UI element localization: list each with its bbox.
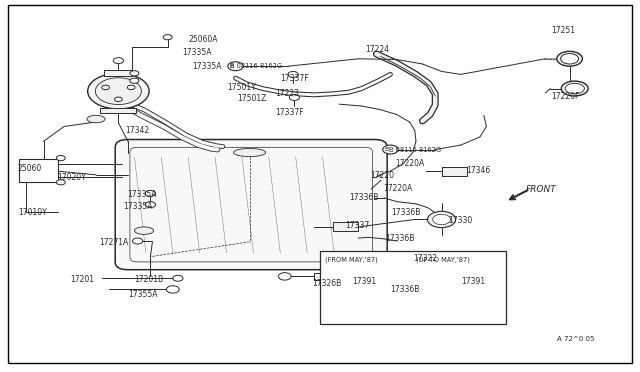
- Text: 17010Y: 17010Y: [18, 208, 47, 217]
- FancyBboxPatch shape: [115, 140, 387, 270]
- Circle shape: [115, 97, 122, 102]
- Bar: [320, 251, 506, 324]
- Text: (FROM MAY,'87): (FROM MAY,'87): [325, 256, 378, 263]
- Circle shape: [228, 62, 243, 71]
- Circle shape: [329, 278, 337, 282]
- Text: 17336B: 17336B: [385, 234, 415, 243]
- Text: 25060A: 25060A: [189, 35, 218, 44]
- Circle shape: [166, 286, 179, 293]
- Text: 17220F: 17220F: [552, 92, 580, 101]
- Text: 17201B: 17201B: [134, 275, 164, 284]
- Ellipse shape: [134, 227, 154, 234]
- Text: 17220A: 17220A: [383, 185, 412, 193]
- Text: B 08116-8162G: B 08116-8162G: [230, 63, 282, 69]
- Text: 17326B: 17326B: [312, 279, 342, 288]
- Bar: [442, 167, 467, 176]
- Circle shape: [145, 190, 156, 196]
- Circle shape: [173, 275, 183, 281]
- Text: A 72^0 05: A 72^0 05: [557, 336, 594, 342]
- Text: 17337F: 17337F: [280, 74, 309, 83]
- Circle shape: [330, 275, 346, 284]
- Text: 17223: 17223: [275, 89, 300, 98]
- Text: 17251: 17251: [552, 26, 576, 35]
- Text: 17335A: 17335A: [192, 62, 221, 71]
- Bar: [314, 273, 352, 280]
- Ellipse shape: [87, 115, 105, 123]
- Text: B 08116-8162G: B 08116-8162G: [389, 147, 441, 153]
- Text: 17337: 17337: [346, 221, 370, 230]
- Text: 25060: 25060: [18, 164, 42, 173]
- Ellipse shape: [561, 81, 588, 96]
- Text: 17342: 17342: [125, 126, 149, 135]
- Text: 17224: 17224: [365, 45, 388, 54]
- Text: 17220: 17220: [370, 171, 394, 180]
- Text: B: B: [230, 64, 234, 69]
- Circle shape: [130, 78, 139, 83]
- Text: 17220A: 17220A: [396, 159, 425, 168]
- Circle shape: [113, 58, 124, 64]
- Ellipse shape: [557, 51, 582, 66]
- Text: 17346: 17346: [466, 166, 490, 175]
- Text: 17322: 17322: [413, 254, 437, 263]
- Bar: [100, 108, 136, 113]
- Ellipse shape: [565, 83, 584, 94]
- Circle shape: [132, 238, 143, 244]
- Text: 17335A: 17335A: [182, 48, 212, 57]
- Text: 17501Y: 17501Y: [227, 83, 256, 92]
- Circle shape: [289, 94, 300, 100]
- Bar: [333, 222, 358, 231]
- Circle shape: [95, 78, 141, 105]
- Circle shape: [383, 145, 398, 154]
- Text: 17335A: 17335A: [123, 202, 152, 211]
- Circle shape: [428, 211, 456, 228]
- Text: B: B: [385, 147, 388, 152]
- Circle shape: [56, 155, 65, 161]
- Text: 17391: 17391: [461, 278, 485, 286]
- Text: 17335A: 17335A: [127, 190, 156, 199]
- Circle shape: [88, 73, 149, 109]
- Text: 17020Y: 17020Y: [58, 173, 86, 182]
- Circle shape: [424, 276, 436, 283]
- Ellipse shape: [234, 148, 266, 157]
- Text: 17355A: 17355A: [128, 290, 157, 299]
- Circle shape: [145, 202, 156, 208]
- Circle shape: [127, 85, 135, 90]
- Text: (UP TO MAY,'87): (UP TO MAY,'87): [416, 256, 470, 263]
- Circle shape: [288, 71, 298, 77]
- Circle shape: [102, 85, 109, 90]
- Text: 17336B: 17336B: [349, 193, 378, 202]
- Text: 17330: 17330: [448, 216, 472, 225]
- Text: 17337F: 17337F: [275, 108, 304, 117]
- Circle shape: [278, 273, 291, 280]
- Text: 17501Z: 17501Z: [237, 94, 266, 103]
- Text: 17271A: 17271A: [99, 238, 129, 247]
- Bar: [19, 159, 58, 182]
- Bar: [104, 70, 132, 76]
- Text: 17391: 17391: [352, 278, 376, 286]
- Circle shape: [163, 35, 172, 40]
- Circle shape: [56, 180, 65, 185]
- Circle shape: [433, 214, 451, 225]
- Text: FRONT: FRONT: [526, 185, 557, 194]
- Circle shape: [407, 252, 422, 261]
- Circle shape: [130, 71, 139, 76]
- Text: 17336B: 17336B: [390, 285, 420, 294]
- Text: 17201: 17201: [70, 275, 95, 284]
- Text: 17336B: 17336B: [392, 208, 421, 217]
- Ellipse shape: [561, 54, 579, 64]
